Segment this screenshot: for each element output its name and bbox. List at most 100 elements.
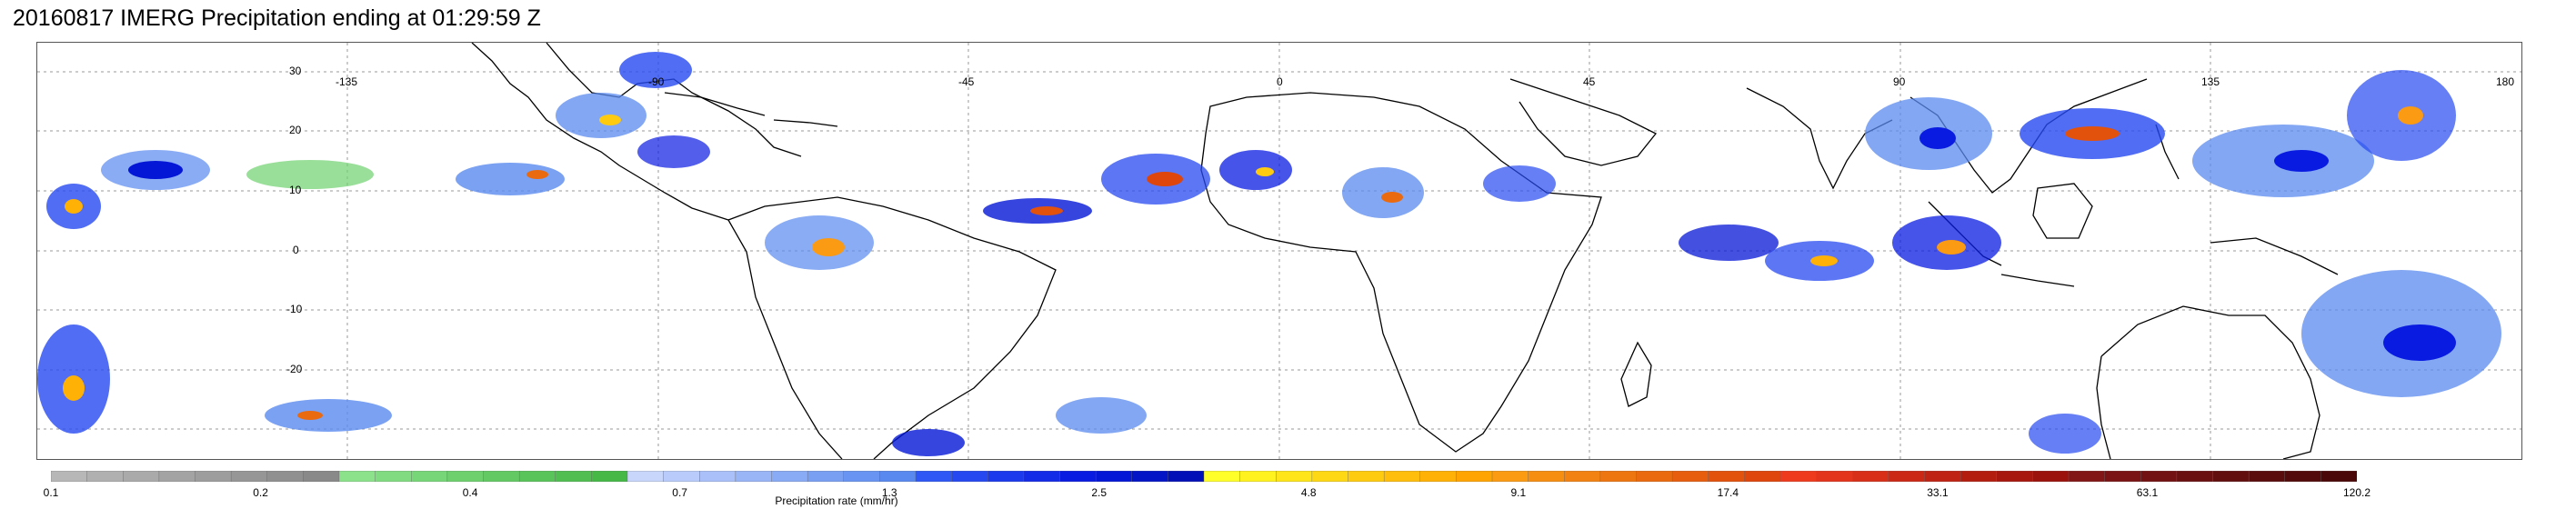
- lat-label-m20: -20: [286, 363, 303, 375]
- legend-tick-label: 120.2: [2342, 486, 2371, 499]
- legend-swatch: [1708, 471, 1746, 482]
- legend-swatch: [771, 471, 808, 482]
- legend-swatch: [987, 471, 1025, 482]
- coast-borneo: [2032, 183, 2093, 239]
- legend-swatch: [1564, 471, 1601, 482]
- coast-cuba: [664, 92, 766, 116]
- legend-swatch: [2068, 471, 2106, 482]
- precipitation-field: [37, 52, 2501, 456]
- map-title: 20160817 IMERG Precipitation ending at 0…: [13, 5, 541, 31]
- coast-central-america: [471, 43, 729, 221]
- legend-swatch: [735, 471, 773, 482]
- legend-swatch: [1888, 471, 1926, 482]
- legend-swatch: [1744, 471, 1781, 482]
- lat-label-0: 0: [293, 244, 299, 256]
- legend-swatch: [1276, 471, 1313, 482]
- legend-swatch: [1131, 471, 1169, 482]
- legend-swatch: [1779, 471, 1818, 482]
- coast-australia: [2096, 305, 2320, 459]
- legend-swatch: [591, 471, 628, 482]
- legend-tick-label: 4.8: [1300, 486, 1317, 499]
- precipitation-map[interactable]: 30 20 10 0 -10 -20 -135 -90 -45 0 45 90 …: [36, 42, 2522, 460]
- legend-swatch: [663, 471, 700, 482]
- legend-swatch: [807, 471, 845, 482]
- lon-label-90: 90: [1893, 75, 1906, 88]
- coast-south-america: [727, 196, 1057, 459]
- legend-swatch: [338, 471, 376, 482]
- legend-swatch: [51, 471, 88, 482]
- lat-label-m10: -10: [286, 303, 303, 315]
- legend-swatch: [1816, 471, 1853, 482]
- legend-swatch: [411, 471, 448, 482]
- lat-label-20: 20: [289, 124, 302, 136]
- legend-swatch: [2284, 471, 2322, 482]
- legend-swatch: [1636, 471, 1673, 482]
- legend-swatch: [1456, 471, 1493, 482]
- graticule: [37, 43, 2521, 459]
- lat-label-30: 30: [289, 65, 302, 77]
- lon-label-180: 180: [2496, 75, 2515, 88]
- legend-tick-label: 0.4: [462, 486, 478, 499]
- map-canvas: [37, 43, 2521, 459]
- coast-new-guinea: [2210, 237, 2339, 275]
- coast-arabia: [1509, 78, 1658, 166]
- legend-swatch: [1491, 471, 1529, 482]
- legend-swatch: [195, 471, 232, 482]
- legend-tick-label: 2.5: [1091, 486, 1108, 499]
- coast-madagascar: [1620, 341, 1652, 407]
- legend-swatch: [1059, 471, 1097, 482]
- lon-label-45: 45: [1583, 75, 1596, 88]
- legend-swatch: [843, 471, 881, 482]
- coast-hispaniola: [773, 119, 838, 127]
- legend-swatch: [1095, 471, 1133, 482]
- legend-tick-label: 17.4: [1717, 486, 1739, 499]
- legend-swatch: [1383, 471, 1421, 482]
- lon-label-m90: -90: [648, 75, 665, 88]
- lon-label-0: 0: [1277, 75, 1283, 88]
- legend-swatch: [483, 471, 520, 482]
- coast-java: [2000, 274, 2075, 287]
- legend-swatch: [230, 471, 268, 482]
- legend-tick-label: 0.2: [253, 486, 268, 499]
- legend-tick-label: 9.1: [1510, 486, 1527, 499]
- legend-swatch: [879, 471, 917, 482]
- legend-tick-label: 1.3: [881, 486, 897, 499]
- legend-swatch: [266, 471, 305, 482]
- legend-swatch: [2140, 471, 2178, 482]
- legend-swatch: [303, 471, 340, 482]
- legend-caption: Precipitation rate (mm/hr): [775, 494, 898, 507]
- legend-tick-label: 63.1: [2136, 486, 2159, 499]
- legend-swatch: [2248, 471, 2286, 482]
- legend-swatch: [1419, 471, 1458, 482]
- legend-swatch: [2320, 471, 2357, 482]
- legend-swatch: [2104, 471, 2141, 482]
- coast-india: [1746, 87, 1893, 190]
- coastlines: [471, 43, 2339, 459]
- color-legend: [51, 471, 2357, 482]
- legend-swatch: [1599, 471, 1638, 482]
- legend-swatch: [123, 471, 160, 482]
- legend-swatch: [1996, 471, 2034, 482]
- legend-swatch: [158, 471, 196, 482]
- legend-swatch: [1311, 471, 1349, 482]
- legend-tick-label: 33.1: [1927, 486, 1949, 499]
- legend-swatch: [951, 471, 988, 482]
- lon-label-m135: -135: [336, 75, 358, 88]
- lon-label-135: 135: [2201, 75, 2220, 88]
- legend-swatch: [1239, 471, 1277, 482]
- legend-swatch: [1348, 471, 1385, 482]
- legend-swatch: [915, 471, 953, 482]
- legend-swatch: [1924, 471, 1961, 482]
- legend-swatch: [86, 471, 124, 482]
- legend-tick-label: 0.1: [43, 486, 59, 499]
- legend-swatch: [1852, 471, 1889, 482]
- legend-swatch: [699, 471, 737, 482]
- legend-swatch: [1203, 471, 1241, 482]
- legend-colorbar: [51, 471, 2357, 482]
- legend-swatch: [1671, 471, 1709, 482]
- legend-swatch: [1023, 471, 1061, 482]
- legend-tick-label: 0.7: [672, 486, 687, 499]
- legend-swatch: [2176, 471, 2214, 482]
- legend-swatch: [1960, 471, 1998, 482]
- legend-swatch: [555, 471, 593, 482]
